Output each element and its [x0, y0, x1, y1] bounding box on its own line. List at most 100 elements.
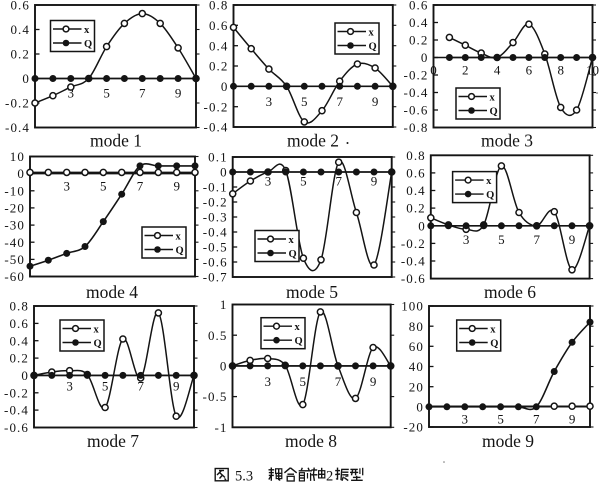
- svg-text:-0.6: -0.6: [401, 271, 426, 286]
- svg-text:100: 100: [401, 299, 424, 314]
- svg-text:1: 1: [220, 297, 228, 312]
- svg-text:-1: -1: [214, 420, 227, 435]
- svg-text:0.8: 0.8: [9, 299, 29, 314]
- svg-text:3: 3: [463, 232, 470, 247]
- svg-text:3: 3: [63, 179, 70, 194]
- svg-text:0.6: 0.6: [406, 166, 426, 181]
- svg-text:-0.2: -0.2: [204, 99, 229, 114]
- svg-text:x: x: [84, 25, 90, 36]
- svg-text:0: 0: [220, 359, 228, 374]
- svg-text:2: 2: [326, 468, 333, 484]
- svg-text:-0.6: -0.6: [203, 255, 228, 270]
- svg-text:9: 9: [371, 174, 378, 189]
- svg-text:0.8: 0.8: [209, 0, 229, 13]
- svg-text:-20: -20: [4, 201, 25, 216]
- svg-text:0: 0: [418, 218, 426, 233]
- svg-text:Q: Q: [84, 39, 92, 50]
- svg-text:0.8: 0.8: [406, 148, 426, 163]
- svg-text:0.2: 0.2: [9, 351, 29, 366]
- svg-text:9: 9: [173, 378, 180, 393]
- svg-text:mode 9: mode 9: [482, 431, 534, 451]
- svg-text:mode 5: mode 5: [286, 282, 338, 302]
- svg-text:x: x: [295, 322, 301, 333]
- svg-text:2: 2: [462, 63, 469, 78]
- svg-text:9: 9: [175, 86, 182, 101]
- svg-text:0.6: 0.6: [10, 0, 30, 13]
- svg-text:x: x: [486, 176, 492, 187]
- svg-text:-0.7: -0.7: [203, 270, 228, 285]
- svg-text:-30: -30: [4, 218, 25, 233]
- svg-text:5: 5: [301, 94, 308, 109]
- svg-text:0: 0: [220, 165, 228, 180]
- svg-text:-0.2: -0.2: [404, 68, 429, 83]
- svg-text:9: 9: [372, 94, 379, 109]
- svg-text:5: 5: [103, 86, 110, 101]
- svg-text:0.6: 0.6: [409, 0, 429, 13]
- svg-text:-40: -40: [4, 235, 25, 250]
- svg-text:-0.8: -0.8: [404, 120, 429, 135]
- svg-text:0: 0: [421, 50, 429, 65]
- svg-text:5: 5: [102, 378, 109, 393]
- svg-text:9: 9: [569, 411, 576, 426]
- svg-text:mode 2: mode 2: [287, 131, 339, 151]
- svg-text:-0.6: -0.6: [404, 103, 429, 118]
- svg-text:Q: Q: [369, 41, 377, 52]
- svg-text:6: 6: [526, 63, 533, 78]
- svg-text:7: 7: [533, 411, 540, 426]
- svg-text:0.5: 0.5: [208, 328, 228, 343]
- svg-text:-20: -20: [403, 420, 424, 435]
- svg-text:-0.2: -0.2: [5, 96, 30, 111]
- svg-text:Q: Q: [289, 249, 297, 260]
- svg-text:x: x: [369, 27, 375, 38]
- svg-text:-0.2: -0.2: [203, 195, 228, 210]
- svg-text:mode 3: mode 3: [481, 131, 533, 151]
- svg-text:-0.4: -0.4: [204, 120, 229, 135]
- svg-text:0: 0: [430, 63, 437, 78]
- svg-text:7: 7: [139, 86, 146, 101]
- svg-text:3: 3: [266, 94, 273, 109]
- svg-text:Q: Q: [490, 106, 498, 117]
- svg-text:Q: Q: [295, 336, 303, 347]
- svg-text:0.4: 0.4: [406, 183, 426, 198]
- svg-text:5.3: 5.3: [235, 468, 253, 484]
- svg-text:-0.4: -0.4: [4, 403, 29, 418]
- svg-text:60: 60: [409, 339, 424, 354]
- svg-text:-0.1: -0.1: [203, 180, 228, 195]
- svg-text:0: 0: [21, 368, 29, 383]
- svg-text:0: 0: [221, 79, 229, 94]
- svg-text:4: 4: [494, 63, 501, 78]
- svg-text:8: 8: [557, 63, 564, 78]
- svg-text:Q: Q: [94, 338, 102, 349]
- svg-text:x: x: [94, 324, 100, 335]
- svg-text:0.2: 0.2: [409, 33, 429, 48]
- svg-text:-50: -50: [4, 252, 25, 267]
- svg-text:-0.6: -0.6: [4, 420, 29, 435]
- svg-text:mode 1: mode 1: [90, 131, 142, 151]
- svg-text:mode 4: mode 4: [86, 282, 138, 302]
- svg-text:0.2: 0.2: [406, 201, 426, 216]
- svg-text:5: 5: [498, 232, 505, 247]
- svg-text:-0.5: -0.5: [203, 240, 228, 255]
- svg-text:9: 9: [370, 374, 377, 389]
- svg-text:3: 3: [264, 374, 271, 389]
- svg-text:20: 20: [409, 379, 424, 394]
- svg-text:9: 9: [569, 232, 576, 247]
- svg-text:x: x: [490, 324, 496, 335]
- svg-text:mode 6: mode 6: [484, 282, 536, 302]
- svg-text:10: 10: [586, 63, 599, 78]
- svg-text:-0.4: -0.4: [5, 120, 30, 135]
- svg-text:x: x: [176, 231, 182, 242]
- svg-text:0.1: 0.1: [208, 150, 228, 165]
- svg-text:3: 3: [68, 86, 75, 101]
- svg-text:5: 5: [100, 179, 107, 194]
- svg-text:-0.2: -0.2: [4, 385, 29, 400]
- svg-text:-0.3: -0.3: [203, 210, 228, 225]
- svg-text:40: 40: [409, 359, 424, 374]
- svg-text:-10: -10: [4, 183, 25, 198]
- svg-text:0: 0: [416, 399, 424, 414]
- svg-text:7: 7: [137, 179, 144, 194]
- svg-text:mode 8: mode 8: [285, 431, 337, 451]
- svg-text:0.2: 0.2: [209, 59, 229, 74]
- svg-text:10: 10: [10, 149, 25, 164]
- svg-text:-60: -60: [4, 269, 25, 284]
